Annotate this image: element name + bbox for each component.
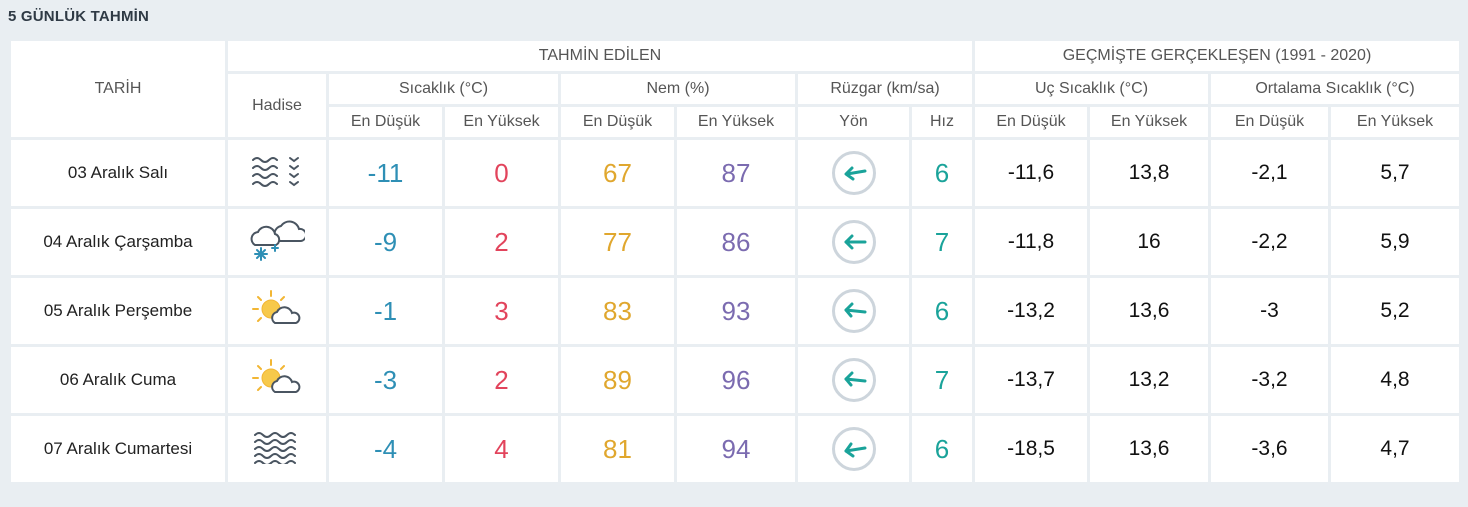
humidity-max: 87 bbox=[677, 140, 795, 206]
header-uc-sicaklik: Uç Sıcaklık (°C) bbox=[975, 74, 1208, 104]
wind-speed: 7 bbox=[912, 347, 972, 413]
subheader-hum-max: En Yüksek bbox=[677, 107, 795, 137]
weather-cell bbox=[228, 416, 326, 482]
wind-direction-cell bbox=[798, 140, 909, 206]
header-tahmin-edilen: TAHMİN EDİLEN bbox=[228, 41, 972, 71]
extreme-min: -18,5 bbox=[975, 416, 1087, 482]
extreme-max: 13,6 bbox=[1090, 278, 1208, 344]
subheader-temp-min: En Düşük bbox=[329, 107, 442, 137]
row-date: 03 Aralık Salı bbox=[11, 140, 225, 206]
weather-cell bbox=[228, 278, 326, 344]
extreme-min: -11,6 bbox=[975, 140, 1087, 206]
average-min: -3 bbox=[1211, 278, 1328, 344]
header-nem: Nem (%) bbox=[561, 74, 795, 104]
table-row: 06 Aralık Cuma -3 2 89 96 7 -13,7 13,2 bbox=[11, 347, 1459, 413]
wind-direction-icon bbox=[831, 151, 876, 195]
table-row: 03 Aralık Salı -11 0 bbox=[11, 140, 1459, 206]
extreme-min: -13,7 bbox=[975, 347, 1087, 413]
row-date: 07 Aralık Cumartesi bbox=[11, 416, 225, 482]
fog-icon bbox=[252, 430, 302, 469]
temp-min: -1 bbox=[329, 278, 442, 344]
humidity-min: 83 bbox=[561, 278, 674, 344]
temp-max: 4 bbox=[445, 416, 558, 482]
table-row: 05 Aralık Perşembe -1 3 83 93 6 -13,2 13 bbox=[11, 278, 1459, 344]
subheader-ext-min: En Düşük bbox=[975, 107, 1087, 137]
humidity-max: 96 bbox=[677, 347, 795, 413]
extreme-max: 13,6 bbox=[1090, 416, 1208, 482]
wind-direction-cell bbox=[798, 209, 909, 275]
wind-direction-cell bbox=[798, 347, 909, 413]
extreme-max: 13,2 bbox=[1090, 347, 1208, 413]
temp-max: 2 bbox=[445, 209, 558, 275]
forecast-table: TARİH TAHMİN EDİLEN GEÇMİŞTE GERÇEKLEŞEN… bbox=[8, 38, 1462, 485]
header-tarih: TARİH bbox=[11, 41, 225, 137]
temp-min: -4 bbox=[329, 416, 442, 482]
cloud-snow-icon bbox=[249, 217, 308, 268]
wind-speed: 7 bbox=[912, 209, 972, 275]
humidity-max: 86 bbox=[677, 209, 795, 275]
average-min: -2,2 bbox=[1211, 209, 1328, 275]
average-min: -2,1 bbox=[1211, 140, 1328, 206]
temp-min: -11 bbox=[329, 140, 442, 206]
extreme-max: 13,8 bbox=[1090, 140, 1208, 206]
humidity-max: 93 bbox=[677, 278, 795, 344]
wind-direction-icon bbox=[831, 358, 876, 402]
row-date: 06 Aralık Cuma bbox=[11, 347, 225, 413]
header-sicaklik: Sıcaklık (°C) bbox=[329, 74, 558, 104]
partly-cloudy-icon bbox=[251, 289, 303, 334]
header-ortalama-sicaklik: Ortalama Sıcaklık (°C) bbox=[1211, 74, 1459, 104]
page-title: 5 GÜNLÜK TAHMİN bbox=[8, 8, 150, 25]
average-min: -3,6 bbox=[1211, 416, 1328, 482]
wind-direction-icon bbox=[831, 427, 876, 471]
header-ruzgar: Rüzgar (km/sa) bbox=[798, 74, 972, 104]
subheader-temp-max: En Yüksek bbox=[445, 107, 558, 137]
wind-direction-icon bbox=[831, 289, 876, 333]
humidity-min: 81 bbox=[561, 416, 674, 482]
subheader-hum-min: En Düşük bbox=[561, 107, 674, 137]
wind-speed: 6 bbox=[912, 140, 972, 206]
row-date: 05 Aralık Perşembe bbox=[11, 278, 225, 344]
header-hadise: Hadise bbox=[228, 74, 326, 137]
wind-speed: 6 bbox=[912, 416, 972, 482]
extreme-min: -13,2 bbox=[975, 278, 1087, 344]
humidity-min: 67 bbox=[561, 140, 674, 206]
average-max: 4,7 bbox=[1331, 416, 1459, 482]
average-max: 5,2 bbox=[1331, 278, 1459, 344]
temp-max: 3 bbox=[445, 278, 558, 344]
humidity-max: 94 bbox=[677, 416, 795, 482]
temp-max: 0 bbox=[445, 140, 558, 206]
average-max: 5,7 bbox=[1331, 140, 1459, 206]
wind-direction-icon bbox=[831, 220, 876, 264]
weather-cell bbox=[228, 347, 326, 413]
temp-min: -9 bbox=[329, 209, 442, 275]
humidity-min: 89 bbox=[561, 347, 674, 413]
wind-speed: 6 bbox=[912, 278, 972, 344]
table-row: 04 Aralık Çarşamba -9 2 77 86 bbox=[11, 209, 1459, 275]
average-min: -3,2 bbox=[1211, 347, 1328, 413]
partly-cloudy-icon bbox=[251, 358, 303, 403]
fog-icon bbox=[250, 152, 304, 195]
average-max: 5,9 bbox=[1331, 209, 1459, 275]
table-row: 07 Aralık Cumartesi -4 4 81 94 bbox=[11, 416, 1459, 482]
extreme-min: -11,8 bbox=[975, 209, 1087, 275]
row-date: 04 Aralık Çarşamba bbox=[11, 209, 225, 275]
temp-min: -3 bbox=[329, 347, 442, 413]
header-gecmis: GEÇMİŞTE GERÇEKLEŞEN (1991 - 2020) bbox=[975, 41, 1459, 71]
average-max: 4,8 bbox=[1331, 347, 1459, 413]
subheader-hiz: Hız bbox=[912, 107, 972, 137]
weather-cell bbox=[228, 209, 326, 275]
humidity-min: 77 bbox=[561, 209, 674, 275]
subheader-avg-max: En Yüksek bbox=[1331, 107, 1459, 137]
weather-cell bbox=[228, 140, 326, 206]
extreme-max: 16 bbox=[1090, 209, 1208, 275]
wind-direction-cell bbox=[798, 278, 909, 344]
wind-direction-cell bbox=[798, 416, 909, 482]
subheader-yon: Yön bbox=[798, 107, 909, 137]
subheader-avg-min: En Düşük bbox=[1211, 107, 1328, 137]
temp-max: 2 bbox=[445, 347, 558, 413]
subheader-ext-max: En Yüksek bbox=[1090, 107, 1208, 137]
